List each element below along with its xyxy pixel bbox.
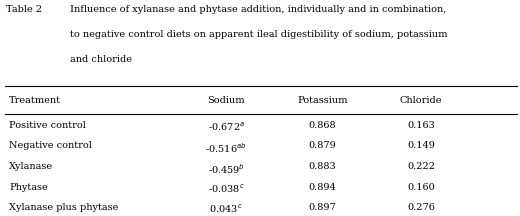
Text: -0.672$^{a}$: -0.672$^{a}$: [207, 121, 245, 133]
Text: Table 2: Table 2: [6, 5, 42, 14]
Text: 0.894: 0.894: [308, 183, 336, 192]
Text: Potassium: Potassium: [297, 96, 348, 105]
Text: 0.883: 0.883: [308, 162, 336, 171]
Text: 0.897: 0.897: [308, 203, 336, 212]
Text: and chloride: and chloride: [70, 55, 132, 64]
Text: 0.163: 0.163: [407, 121, 435, 130]
Text: 0.160: 0.160: [407, 183, 435, 192]
Text: -0.038$^{c}$: -0.038$^{c}$: [208, 183, 244, 195]
Text: 0.276: 0.276: [407, 203, 435, 212]
Text: Treatment: Treatment: [9, 96, 61, 105]
Text: Negative control: Negative control: [9, 141, 92, 151]
Text: Xylanase: Xylanase: [9, 162, 54, 171]
Text: 0.043$^{c}$: 0.043$^{c}$: [210, 203, 243, 215]
Text: -0.459$^{b}$: -0.459$^{b}$: [208, 162, 244, 176]
Text: 0.149: 0.149: [407, 141, 435, 151]
Text: Positive control: Positive control: [9, 121, 86, 130]
Text: 0.879: 0.879: [308, 141, 336, 151]
Text: Xylanase plus phytase: Xylanase plus phytase: [9, 203, 119, 212]
Text: Phytase: Phytase: [9, 183, 48, 192]
Text: 0.222: 0.222: [407, 162, 435, 171]
Text: -0.516$^{ab}$: -0.516$^{ab}$: [205, 141, 247, 155]
Text: Chloride: Chloride: [400, 96, 443, 105]
Text: Sodium: Sodium: [207, 96, 245, 105]
Text: Influence of xylanase and phytase addition, individually and in combination,: Influence of xylanase and phytase additi…: [70, 5, 447, 14]
Text: to negative control diets on apparent ileal digestibility of sodium, potassium: to negative control diets on apparent il…: [70, 30, 448, 39]
Text: 0.868: 0.868: [308, 121, 336, 130]
